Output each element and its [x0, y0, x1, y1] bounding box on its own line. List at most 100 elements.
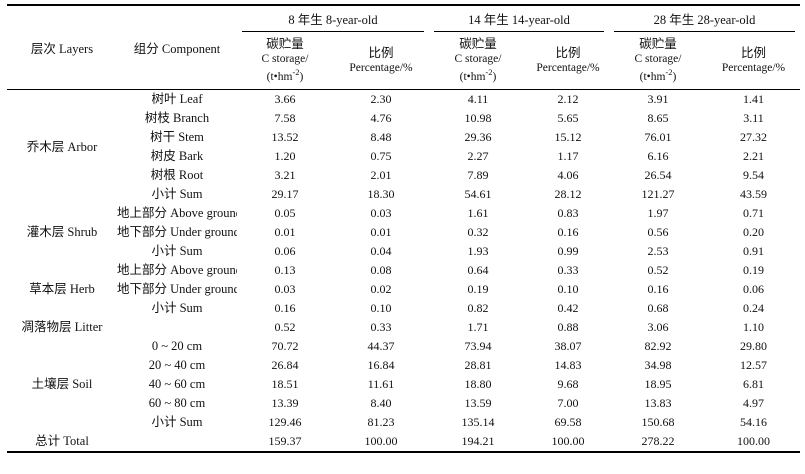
value-cell: 9.68 [557, 377, 579, 391]
carbon-storage-table: 层次 Layers 组分 Component 8 年生 8-year-old 1… [7, 4, 800, 453]
value-cell: 100.00 [551, 434, 585, 448]
value-cell: 2.12 [557, 92, 579, 106]
value-cell: 69.58 [554, 415, 582, 429]
value-cell: 0.13 [274, 263, 296, 277]
value-cell: 0.82 [467, 301, 489, 315]
value-cell: 0.01 [274, 225, 296, 239]
value-cell: 0.42 [557, 301, 579, 315]
value-cell: 0.19 [467, 282, 489, 296]
table-body: 乔木层 Arbor 树叶 Leaf 3.66 2.30 4.11 2.12 3.… [7, 90, 800, 453]
component-cell: 60 ~ 80 cm [148, 396, 206, 410]
table-row: 小计 Sum 0.06 0.04 1.93 0.99 2.53 0.91 [7, 242, 800, 261]
value-cell: 28.81 [464, 358, 492, 372]
value-cell: 13.83 [644, 396, 672, 410]
column-header-layers: 层次 Layers [7, 5, 117, 90]
value-cell: 38.07 [554, 339, 582, 353]
value-cell: 8.65 [647, 111, 669, 125]
table-row: 乔木层 Arbor 树叶 Leaf 3.66 2.30 4.11 2.12 3.… [7, 90, 800, 154]
table-row: 小计 Sum 0.16 0.10 0.82 0.42 0.68 0.24 [7, 299, 800, 318]
layer-cell-litter: 凋落物层 Litter [21, 320, 103, 334]
value-cell: 0.05 [274, 206, 296, 220]
table-row: 土壤层 Soil 0 ~ 20 cm 70.72 44.37 73.94 38.… [7, 337, 800, 391]
table-row: 灌木层 Shrub 地上部分 Above ground 0.05 0.03 1.… [7, 204, 800, 239]
component-cell: 树干 Stem [150, 130, 204, 144]
value-cell: 100.00 [737, 434, 770, 448]
table-row: 树干 Stem 13.52 8.48 29.36 15.12 76.01 27.… [7, 128, 800, 147]
value-cell: 10.98 [464, 111, 492, 125]
value-cell: 18.51 [271, 377, 299, 391]
component-cell: 40 ~ 60 cm [148, 377, 206, 391]
component-cell: 0 ~ 20 cm [151, 339, 203, 353]
value-cell: 2.01 [370, 168, 392, 182]
value-cell: 3.91 [647, 92, 669, 106]
component-cell: 树根 Root [150, 168, 204, 182]
value-cell: 16.84 [367, 358, 395, 372]
value-cell: 44.37 [367, 339, 395, 353]
group-header-row: 层次 Layers 组分 Component 8 年生 8-year-old 1… [7, 5, 800, 90]
value-cell: 13.52 [271, 130, 299, 144]
value-cell: 129.46 [268, 415, 302, 429]
table-row: 60 ~ 80 cm 13.39 8.40 13.59 7.00 13.83 4… [7, 394, 800, 413]
value-cell: 3.21 [274, 168, 296, 182]
subheader-cstorage-28yr: 碳贮量 C storage/ (t•hm-2) [609, 32, 707, 90]
value-cell: 26.54 [644, 168, 672, 182]
value-cell: 0.91 [743, 244, 764, 258]
component-cell: 树枝 Branch [144, 111, 210, 125]
value-cell: 1.93 [467, 244, 489, 258]
value-cell: 0.24 [743, 301, 764, 315]
value-cell: 5.65 [557, 111, 579, 125]
column-group-28-year-old-label: 28 年生 28-year-old [614, 6, 795, 32]
value-cell: 43.59 [740, 187, 767, 201]
value-cell: 0.52 [647, 263, 669, 277]
value-cell: 29.17 [271, 187, 299, 201]
value-cell: 0.04 [370, 244, 392, 258]
value-cell: 8.48 [370, 130, 392, 144]
column-group-28-year-old: 28 年生 28-year-old [609, 5, 800, 32]
value-cell: 0.19 [743, 263, 764, 277]
column-group-8-year-old: 8 年生 8-year-old [237, 5, 429, 32]
value-cell: 18.95 [644, 377, 672, 391]
table-row: 草本层 Herb 地上部分 Above ground 0.13 0.08 0.6… [7, 261, 800, 296]
value-cell: 29.80 [740, 339, 767, 353]
value-cell: 1.41 [743, 92, 764, 106]
component-cell: 小计 Sum [151, 244, 203, 258]
value-cell: 3.66 [274, 92, 296, 106]
value-cell: 29.36 [464, 130, 492, 144]
layer-cell-soil: 土壤层 Soil [31, 377, 93, 391]
subheader-percentage-28yr: 比例 Percentage/% [707, 32, 800, 90]
value-cell: 278.22 [641, 434, 675, 448]
value-cell: 0.33 [370, 320, 392, 334]
value-cell: 9.54 [743, 168, 764, 182]
value-cell: 76.01 [644, 130, 672, 144]
value-cell: 100.00 [364, 434, 398, 448]
value-cell: 3.06 [647, 320, 669, 334]
value-cell: 0.83 [557, 206, 579, 220]
subheader-cstorage-14yr: 碳贮量 C storage/ (t•hm-2) [429, 32, 527, 90]
value-cell: 1.20 [274, 149, 296, 163]
value-cell: 4.97 [743, 396, 764, 410]
value-cell: 28.12 [554, 187, 582, 201]
subheader-cstorage-8yr: 碳贮量 C storage/ (t•hm-2) [237, 32, 333, 90]
value-cell: 0.20 [743, 225, 764, 239]
table-row: 40 ~ 60 cm 18.51 11.61 18.80 9.68 18.95 … [7, 375, 800, 394]
component-cell: 树皮 Bark [150, 149, 204, 163]
value-cell: 0.01 [370, 225, 392, 239]
component-cell: 小计 Sum [151, 415, 203, 429]
table-row-total: 总计 Total 159.37 100.00 194.21 100.00 278… [7, 432, 800, 452]
subheader-percentage-8yr: 比例 Percentage/% [333, 32, 429, 90]
table-row: 树枝 Branch 7.58 4.76 10.98 5.65 8.65 3.11 [7, 109, 800, 128]
value-cell: 82.92 [644, 339, 672, 353]
value-cell: 0.68 [647, 301, 669, 315]
value-cell: 6.16 [647, 149, 669, 163]
value-cell: 0.75 [370, 149, 392, 163]
value-cell: 11.61 [367, 377, 395, 391]
value-cell: 27.32 [740, 130, 767, 144]
layer-cell-shrub: 灌木层 Shrub [26, 225, 98, 239]
value-cell: 34.98 [644, 358, 672, 372]
component-cell [117, 432, 237, 452]
component-cell [117, 318, 237, 337]
sub-header-row: 碳贮量 C storage/ (t•hm-2) 比例 Percentage/% … [7, 32, 800, 90]
value-cell: 2.53 [647, 244, 669, 258]
value-cell: 8.40 [370, 396, 392, 410]
value-cell: 0.16 [557, 225, 579, 239]
